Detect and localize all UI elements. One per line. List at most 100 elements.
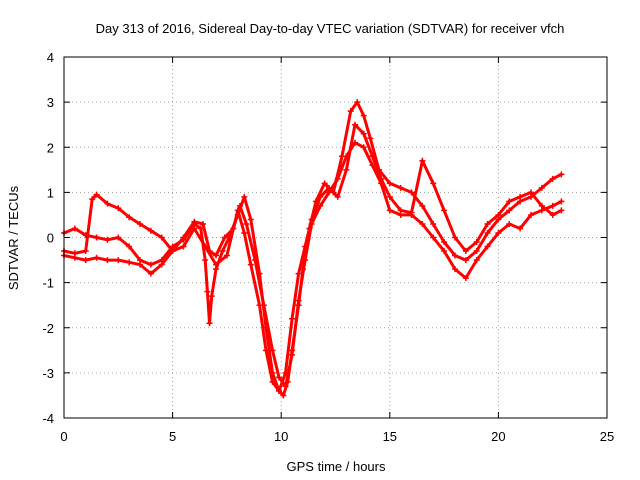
data-point-marker	[200, 220, 207, 227]
data-point-marker	[208, 293, 215, 300]
data-point-marker	[206, 320, 213, 327]
data-point-marker	[343, 153, 350, 160]
data-point-marker	[89, 196, 96, 203]
data-point-marker	[549, 211, 556, 218]
series-track-c	[61, 139, 565, 390]
data-point-marker	[223, 252, 230, 259]
data-point-marker	[325, 189, 332, 196]
data-point-marker	[204, 288, 211, 295]
data-point-marker	[321, 180, 328, 187]
data-point-marker	[354, 99, 361, 106]
data-point-marker	[158, 261, 165, 268]
data-point-marker	[317, 202, 324, 209]
data-point-marker	[308, 220, 315, 227]
data-point-marker	[473, 257, 480, 264]
grid	[64, 57, 607, 418]
data-point-marker	[430, 220, 437, 227]
x-tick-label: 25	[600, 429, 614, 444]
x-tick-label: 5	[169, 429, 176, 444]
data-point-marker	[104, 236, 111, 243]
data-point-marker	[295, 297, 302, 304]
data-point-marker	[386, 193, 393, 200]
data-point-marker	[191, 225, 198, 232]
data-point-marker	[289, 351, 296, 358]
data-point-marker	[369, 162, 376, 169]
x-tick-label: 20	[491, 429, 505, 444]
data-point-marker	[241, 229, 248, 236]
data-point-marker	[473, 239, 480, 246]
data-point-marker	[441, 207, 448, 214]
data-point-marker	[262, 347, 269, 354]
data-point-marker	[506, 220, 513, 227]
data-point-marker	[147, 270, 154, 277]
data-point-marker	[430, 234, 437, 241]
data-point-marker	[247, 261, 254, 268]
series-line	[62, 141, 563, 388]
series-line	[62, 123, 563, 393]
plot-frame	[63, 56, 608, 419]
data-point-marker	[347, 108, 354, 115]
data-point-marker	[82, 257, 89, 264]
data-point-marker	[484, 229, 491, 236]
data-point-marker	[115, 205, 122, 212]
data-point-marker	[269, 378, 276, 385]
data-point-marker	[93, 254, 100, 261]
data-point-marker	[221, 234, 228, 241]
data-point-marker	[243, 220, 250, 227]
y-tick-label: -2	[42, 321, 54, 336]
chart-title: Day 313 of 2016, Sidereal Day-to-day VTE…	[96, 21, 565, 36]
data-point-marker	[451, 252, 458, 259]
data-point-marker	[317, 193, 324, 200]
data-point-marker	[302, 257, 309, 264]
y-tick-label: -1	[42, 276, 54, 291]
data-point-marker	[252, 257, 259, 264]
data-point-marker	[104, 257, 111, 264]
data-point-marker	[549, 202, 556, 209]
data-point-marker	[180, 243, 187, 250]
series-track-a	[61, 99, 565, 399]
data-point-marker	[462, 257, 469, 264]
data-point-marker	[147, 261, 154, 268]
data-point-marker	[213, 252, 220, 259]
data-point-marker	[517, 193, 524, 200]
data-point-marker	[82, 248, 89, 255]
x-tick-label: 15	[383, 429, 397, 444]
data-point-marker	[71, 254, 78, 261]
data-point-marker	[236, 202, 243, 209]
y-tick-label: 2	[47, 140, 54, 155]
data-point-marker	[334, 193, 341, 200]
data-point-marker	[462, 248, 469, 255]
data-point-marker	[397, 211, 404, 218]
data-point-marker	[230, 225, 237, 232]
data-point-marker	[386, 207, 393, 214]
data-point-marker	[360, 112, 367, 119]
data-point-marker	[276, 374, 283, 381]
data-point-marker	[93, 234, 100, 241]
data-point-marker	[115, 234, 122, 241]
data-point-marker	[558, 171, 565, 178]
data-point-marker	[408, 211, 415, 218]
data-point-marker	[527, 211, 534, 218]
data-point-marker	[441, 248, 448, 255]
data-point-marker	[369, 153, 376, 160]
data-point-marker	[430, 180, 437, 187]
data-point-marker	[289, 315, 296, 322]
data-point-marker	[484, 220, 491, 227]
y-tick-label: -4	[42, 411, 54, 426]
data-point-marker	[378, 180, 385, 187]
data-point-marker	[137, 220, 144, 227]
series-layer	[61, 99, 565, 399]
data-point-marker	[241, 193, 248, 200]
data-point-marker	[219, 248, 226, 255]
data-point-marker	[93, 191, 100, 198]
data-point-marker	[538, 184, 545, 191]
data-point-marker	[527, 189, 534, 196]
data-point-marker	[126, 259, 133, 266]
data-point-marker	[419, 202, 426, 209]
data-point-marker	[558, 207, 565, 214]
y-tick-label: 1	[47, 185, 54, 200]
data-point-marker	[360, 144, 367, 151]
data-point-marker	[506, 198, 513, 205]
data-point-marker	[280, 392, 287, 399]
data-point-marker	[126, 243, 133, 250]
